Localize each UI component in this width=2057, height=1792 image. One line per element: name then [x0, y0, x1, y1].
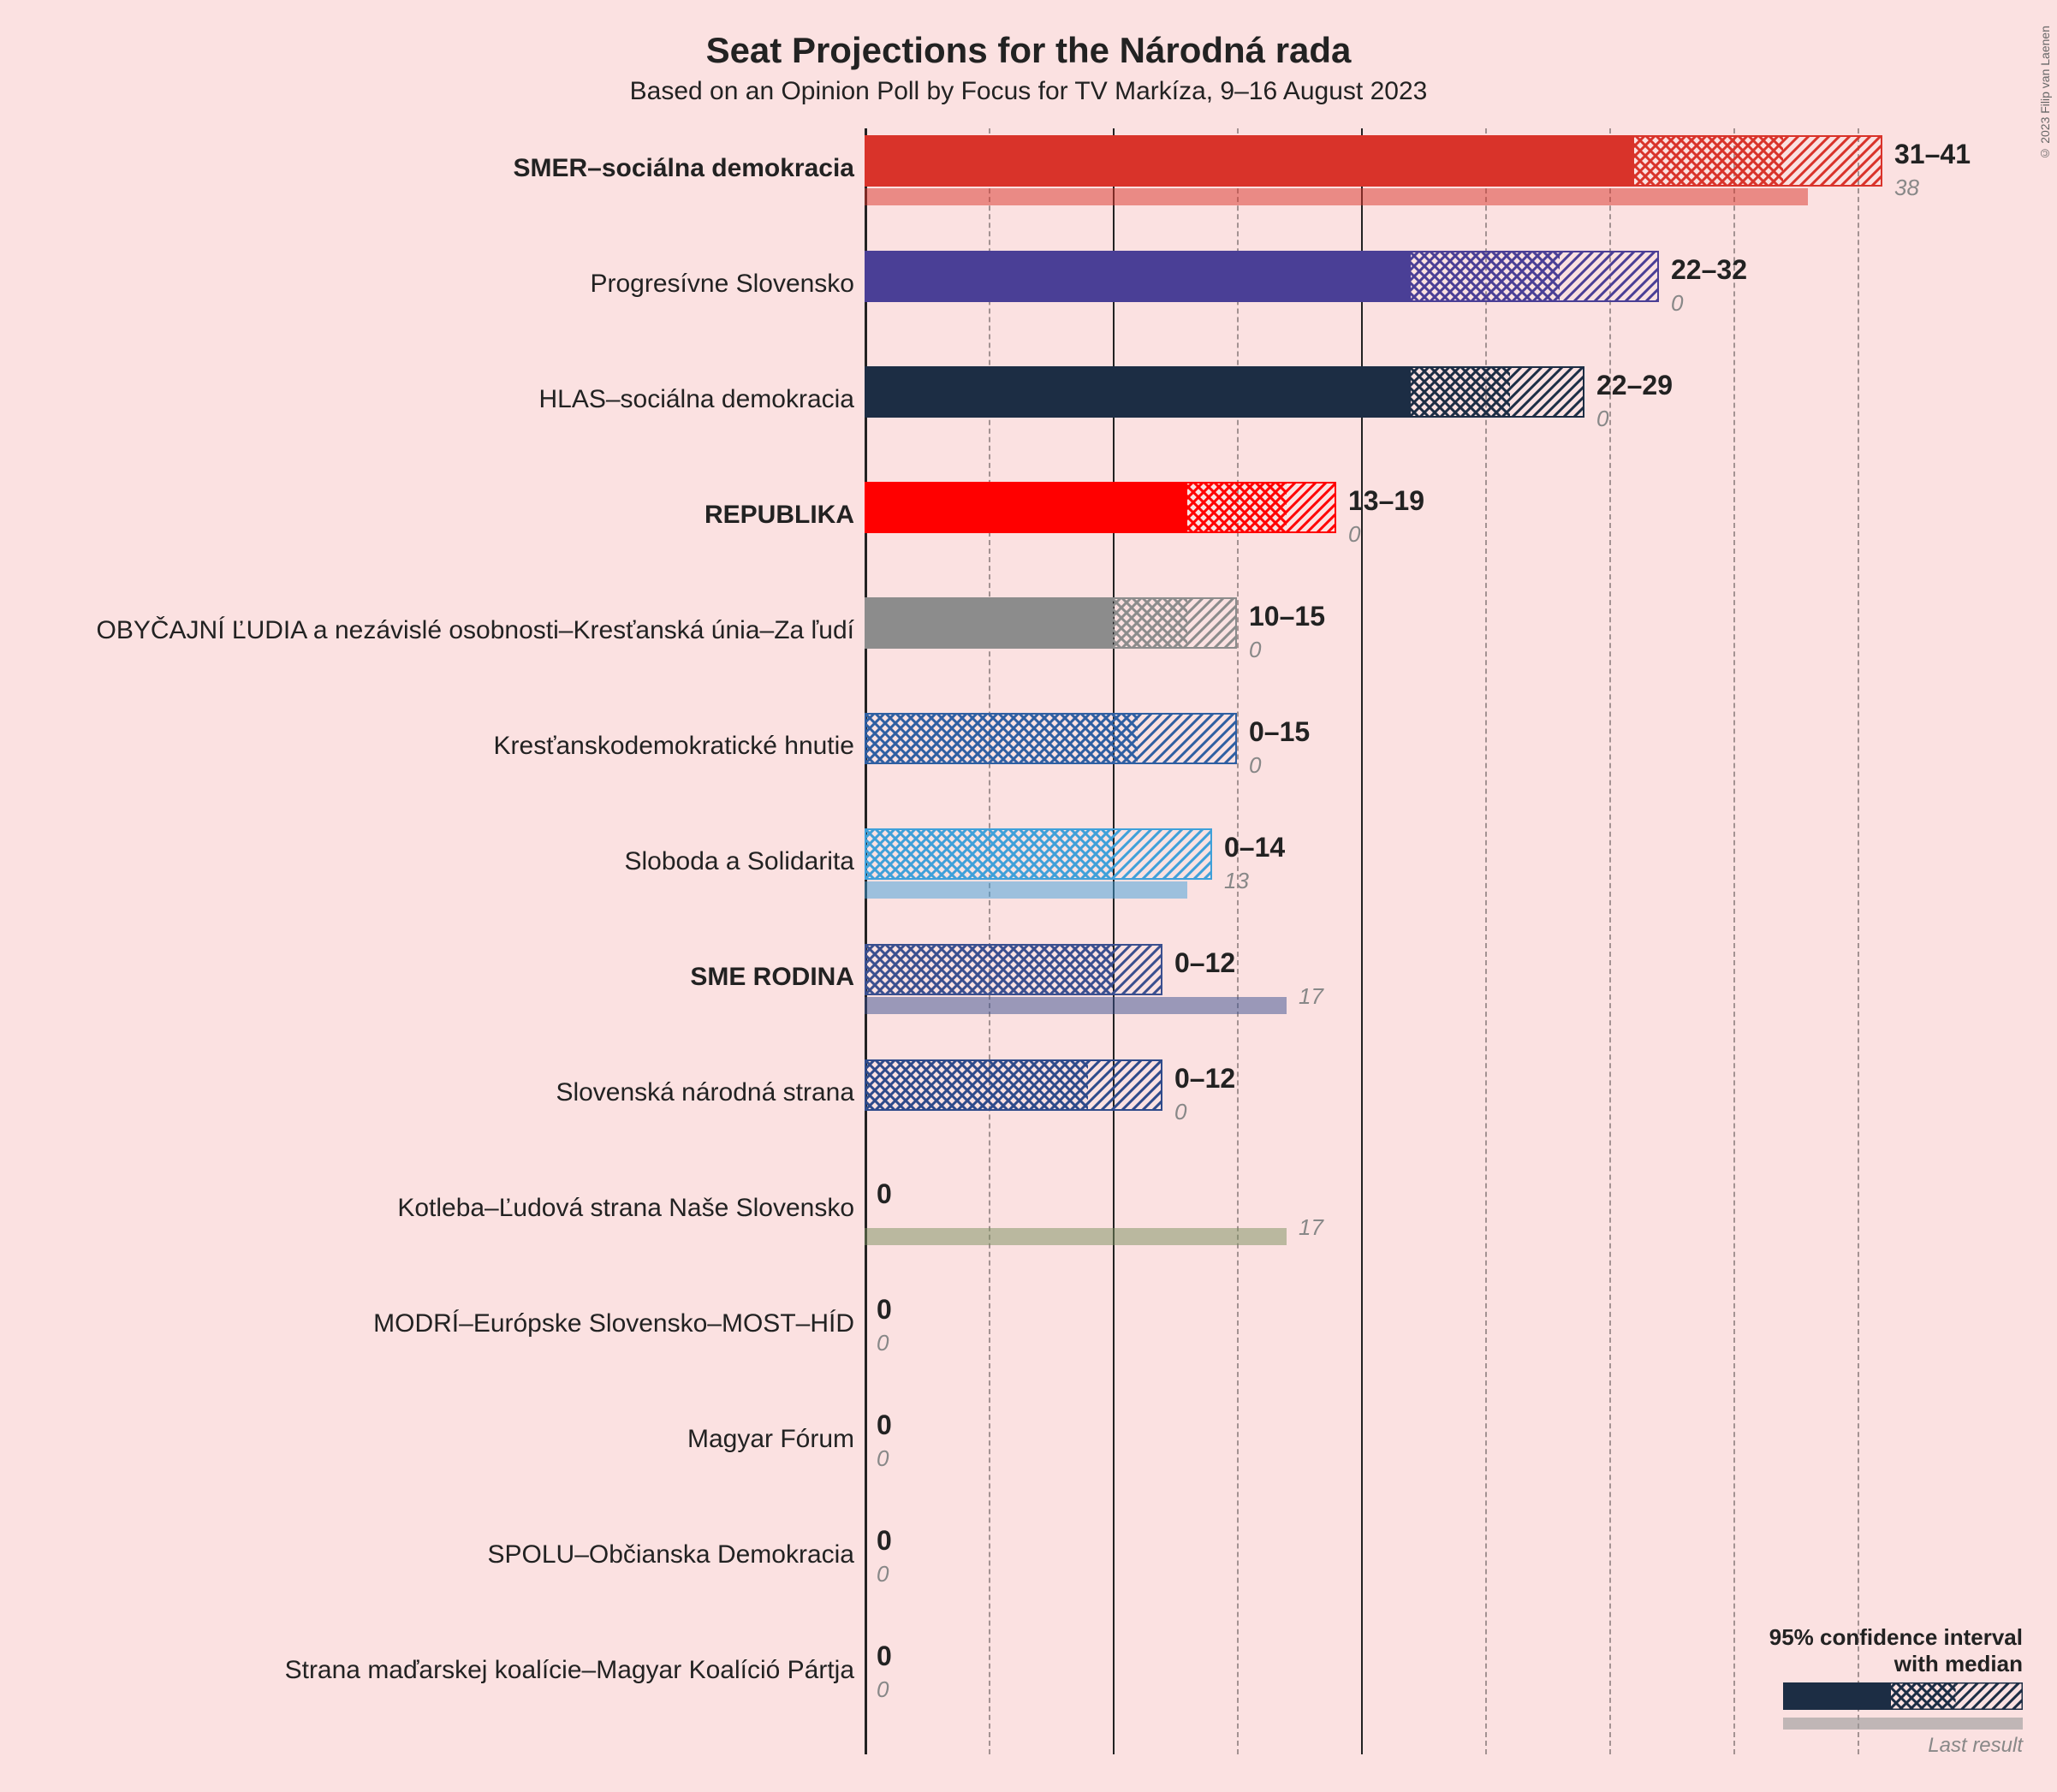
range-label: 0–14: [1224, 832, 1285, 863]
last-result-label: 0: [1249, 752, 1261, 779]
legend: 95% confidence interval with median Last…: [1769, 1624, 2023, 1758]
seat-projection-chart: SMER–sociálna demokracia 31–41 38 Progresív…: [0, 128, 2057, 1754]
range-label: 10–15: [1249, 601, 1325, 632]
legend-line-2: with median: [1769, 1651, 2023, 1677]
last-result-label: 13: [1224, 868, 1249, 894]
last-result-label: 0: [1174, 1099, 1186, 1125]
party-name: SME RODINA: [690, 963, 854, 992]
last-result-label: 0: [1596, 406, 1608, 432]
ci-bar: [865, 251, 1659, 302]
range-label: 0: [877, 1178, 892, 1210]
range-label: 13–19: [1348, 485, 1424, 517]
chart-title: Seat Projections for the Národná rada: [0, 30, 2057, 71]
ci-bar: [865, 366, 1584, 418]
last-result-label: 38: [1894, 175, 1919, 201]
ci-bar: [865, 482, 1336, 533]
legend-line-1: 95% confidence interval: [1769, 1624, 2023, 1651]
range-label: 31–41: [1894, 139, 1971, 170]
last-result-bar: [865, 997, 1287, 1014]
last-result-label: 0: [877, 1676, 889, 1703]
bar-area: 00: [865, 1284, 1977, 1399]
last-result-label: 0: [1348, 521, 1360, 548]
party-row: Kresťanskodemokratické hnutie 0–15 0: [0, 706, 2057, 822]
range-label: 0: [877, 1525, 892, 1557]
bar-area: 0–12 0: [865, 1053, 1977, 1168]
last-result-label: 0: [1671, 290, 1683, 317]
party-row: REPUBLIKA 13–19 0: [0, 475, 2057, 590]
party-name: SMER–sociálna demokracia: [513, 154, 854, 183]
party-name: REPUBLIKA: [704, 501, 854, 530]
party-row: Kotleba–Ľudová strana Naše Slovensko 0 17: [0, 1168, 2057, 1284]
range-label: 22–32: [1671, 254, 1747, 286]
bar-area: 00: [865, 1399, 1977, 1515]
ci-bar: [865, 944, 1162, 995]
ci-bar: [865, 597, 1237, 649]
range-label: 0–12: [1174, 1063, 1235, 1095]
party-name: HLAS–sociálna demokracia: [538, 385, 854, 414]
party-row: Progresívne Slovensko 22–32 0: [0, 244, 2057, 359]
ci-bar: [865, 135, 1882, 187]
last-result-bar: [865, 881, 1187, 899]
range-label: 0: [877, 1409, 892, 1441]
legend-last-label: Last result: [1769, 1734, 2023, 1758]
bar-area: 0–15 0: [865, 706, 1977, 822]
bar-area: 31–41 38: [865, 128, 1977, 244]
party-row: SMER–sociálna demokracia 31–41 38: [0, 128, 2057, 244]
legend-last-bar: [1783, 1718, 2023, 1730]
legend-ci-bar: [1783, 1682, 2023, 1710]
last-result-label: 17: [1299, 983, 1323, 1010]
range-label: 0: [877, 1641, 892, 1672]
party-name: Magyar Fórum: [687, 1425, 854, 1454]
party-name: MODRÍ–Európske Slovensko–MOST–HÍD: [373, 1309, 854, 1338]
last-result-label: 0: [877, 1561, 889, 1587]
last-result-label: 0: [877, 1330, 889, 1356]
last-result-bar: [865, 1228, 1287, 1245]
bar-area: 0 17: [865, 1168, 1977, 1284]
party-row: MODRÍ–Európske Slovensko–MOST–HÍD00: [0, 1284, 2057, 1399]
range-label: 0: [877, 1294, 892, 1326]
party-row: SPOLU–Občianska Demokracia00: [0, 1515, 2057, 1630]
party-row: Slovenská národná strana 0–12 0: [0, 1053, 2057, 1168]
party-name: SPOLU–Občianska Demokracia: [487, 1540, 854, 1569]
party-row: OBYČAJNÍ ĽUDIA a nezávislé osobnosti–Kre…: [0, 590, 2057, 706]
last-result-bar: [865, 188, 1808, 205]
party-name: Strana maďarskej koalície–Magyar Koalíci…: [285, 1656, 854, 1685]
ci-bar: [865, 713, 1237, 764]
bar-area: 00: [865, 1515, 1977, 1630]
chart-subtitle: Based on an Opinion Poll by Focus for TV…: [0, 77, 2057, 106]
last-result-label: 0: [1249, 637, 1261, 663]
party-row: Strana maďarskej koalície–Magyar Koalíci…: [0, 1630, 2057, 1746]
bar-area: 22–32 0: [865, 244, 1977, 359]
bar-area: 13–19 0: [865, 475, 1977, 590]
range-label: 22–29: [1596, 370, 1673, 401]
bar-area: 22–29 0: [865, 359, 1977, 475]
range-label: 0–12: [1174, 947, 1235, 979]
ci-bar: [865, 1059, 1162, 1111]
party-row: Magyar Fórum00: [0, 1399, 2057, 1515]
ci-bar: [865, 828, 1212, 880]
bar-area: 0–14 13: [865, 822, 1977, 937]
party-row: HLAS–sociálna demokracia 22–29 0: [0, 359, 2057, 475]
party-row: Sloboda a Solidarita 0–14 13: [0, 822, 2057, 937]
last-result-label: 17: [1299, 1214, 1323, 1241]
range-label: 0–15: [1249, 716, 1310, 748]
last-result-label: 0: [877, 1445, 889, 1472]
party-name: Slovenská národná strana: [556, 1078, 854, 1107]
party-name: Kotleba–Ľudová strana Naše Slovensko: [397, 1194, 854, 1223]
party-name: Sloboda a Solidarita: [624, 847, 854, 876]
bar-area: 0–12 17: [865, 937, 1977, 1053]
party-name: OBYČAJNÍ ĽUDIA a nezávislé osobnosti–Kre…: [97, 616, 854, 645]
party-name: Kresťanskodemokratické hnutie: [494, 732, 854, 761]
party-name: Progresívne Slovensko: [591, 270, 855, 299]
party-row: SME RODINA 0–12 17: [0, 937, 2057, 1053]
bar-area: 10–15 0: [865, 590, 1977, 706]
